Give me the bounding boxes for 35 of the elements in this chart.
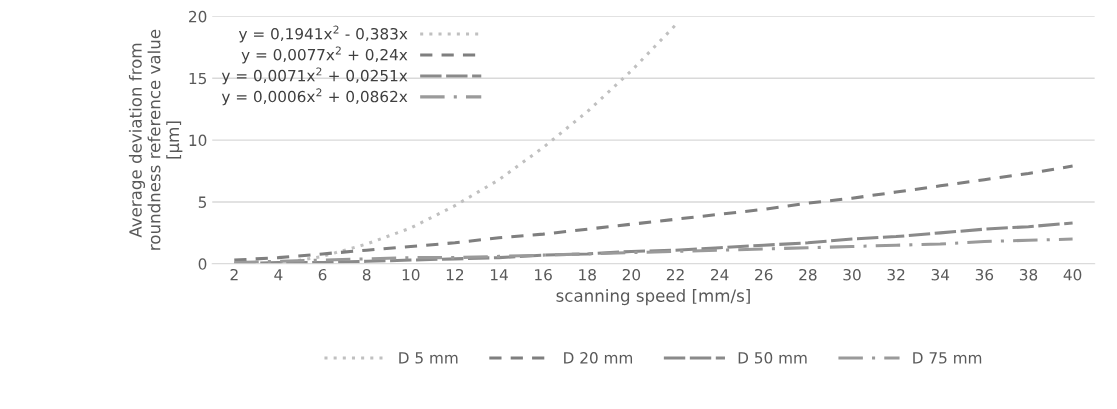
x-axis-title: scanning speed [mm/s] bbox=[556, 289, 750, 306]
x-tick-label: 28 bbox=[799, 268, 817, 281]
x-tick-label: 26 bbox=[755, 268, 773, 281]
annotation: y = 0,0077x$^{2}$ + 0,24x bbox=[241, 46, 408, 64]
x-tick-label: 24 bbox=[711, 268, 729, 281]
x-tick-label: 12 bbox=[446, 268, 464, 281]
y-tick-label: 0 bbox=[198, 258, 207, 270]
x-tick-label: 4 bbox=[274, 269, 283, 281]
x-tick-label: 2 bbox=[230, 268, 238, 281]
x-tick-label: 22 bbox=[666, 268, 684, 281]
y-tick-label: 10 bbox=[189, 134, 207, 147]
y-tick-label: 20 bbox=[189, 10, 207, 23]
x-tick-label: 40 bbox=[1063, 268, 1082, 281]
y-tick-label: 5 bbox=[198, 196, 207, 208]
x-tick-label: 32 bbox=[887, 268, 905, 281]
legend-label: D 50 mm bbox=[738, 352, 807, 364]
legend-label: D 5 mm bbox=[399, 352, 458, 364]
x-tick-label: 16 bbox=[535, 268, 552, 281]
x-tick-label: 36 bbox=[975, 268, 994, 281]
x-tick-label: 18 bbox=[579, 268, 596, 281]
x-tick-label: 30 bbox=[843, 268, 861, 281]
x-tick-label: 38 bbox=[1019, 268, 1038, 281]
x-tick-label: 10 bbox=[402, 268, 420, 281]
legend-label: D 75 mm bbox=[913, 352, 982, 364]
annotation: y = 0,1941x$^{2}$ - 0,383x bbox=[238, 25, 408, 43]
annotation: y = 0,0071x$^{2}$ + 0,0251x bbox=[221, 67, 408, 85]
legend-label: D 20 mm bbox=[564, 352, 633, 364]
y-axis-title: Average deviation from roundness reference value [µm] bbox=[128, 29, 183, 250]
annotation: y = 0,0006x$^{2}$ + 0,0862x bbox=[221, 88, 408, 106]
x-tick-label: 6 bbox=[318, 268, 327, 281]
y-tick-label: 15 bbox=[189, 72, 207, 85]
x-tick-label: 20 bbox=[622, 268, 641, 281]
x-tick-label: 34 bbox=[931, 268, 950, 281]
x-tick-label: 8 bbox=[362, 268, 371, 281]
x-tick-label: 14 bbox=[490, 269, 508, 281]
